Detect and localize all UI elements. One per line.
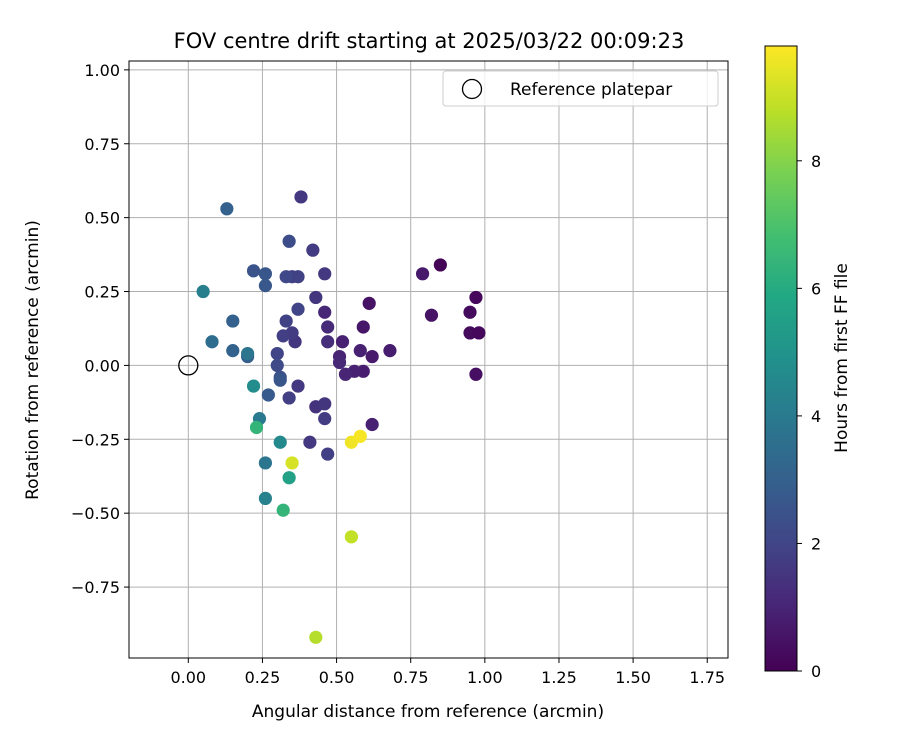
data-point <box>282 391 296 405</box>
data-point <box>279 314 293 328</box>
y-tick-label: 1.00 <box>84 61 120 80</box>
colorbar-tick-label: 8 <box>811 152 821 171</box>
data-point <box>282 471 296 485</box>
reference-platepar-marker <box>178 355 199 376</box>
data-point <box>344 530 359 544</box>
data-point <box>365 349 379 364</box>
x-tick-label: 1.00 <box>467 668 503 687</box>
data-point <box>365 417 379 432</box>
data-point <box>276 329 290 343</box>
data-point <box>356 320 370 334</box>
data-point <box>261 388 275 402</box>
data-point <box>338 367 353 381</box>
data-point <box>415 267 430 281</box>
data-point <box>220 202 234 216</box>
colorbar: 0 2 4 6 8 Hours from first FF file <box>764 45 852 681</box>
data-point <box>332 355 347 370</box>
y-tick-label: −0.75 <box>71 578 120 597</box>
x-axis-label: Angular distance from reference (arcmin) <box>252 702 604 722</box>
data-point <box>241 346 255 361</box>
data-point <box>306 243 320 257</box>
y-axis: −0.75 −0.50 −0.25 0.00 0.25 0.50 0.75 1.00 <box>71 61 129 597</box>
data-point <box>226 344 240 358</box>
data-point <box>321 320 335 334</box>
data-point <box>258 279 273 293</box>
data-point <box>318 267 332 281</box>
data-point <box>309 630 323 644</box>
colorbar-tick-label: 6 <box>811 279 821 298</box>
data-point <box>285 456 299 470</box>
legend-reference-marker <box>461 78 483 100</box>
data-point <box>279 270 293 284</box>
data-point <box>270 358 284 373</box>
x-tick-label: 0.50 <box>319 668 355 687</box>
colorbar-label: Hours from first FF file <box>832 263 852 453</box>
data-point <box>258 456 273 470</box>
data-point <box>270 346 284 361</box>
colorbar-tick-label: 4 <box>811 407 821 426</box>
data-point <box>294 190 308 204</box>
legend: Reference platepar <box>442 70 719 107</box>
colorbar-gradient <box>764 45 798 672</box>
data-point <box>196 284 210 299</box>
data-point <box>318 305 332 319</box>
data-point <box>472 326 486 340</box>
data-point <box>433 258 447 272</box>
colorbar-tick-label: 0 <box>811 662 821 681</box>
x-tick-label: 1.25 <box>541 668 577 687</box>
y-axis-label: Rotation from reference (arcmin) <box>23 220 43 500</box>
data-point <box>335 335 350 349</box>
grid <box>129 61 728 658</box>
data-point <box>291 270 305 284</box>
data-point <box>258 267 273 281</box>
data-point <box>291 302 305 316</box>
legend-label-reference: Reference platepar <box>510 80 672 100</box>
data-point <box>318 412 332 426</box>
x-tick-label: 0.25 <box>245 668 281 687</box>
legend-box <box>442 70 719 107</box>
data-point <box>291 379 305 393</box>
data-points <box>178 190 486 644</box>
data-point <box>309 290 323 305</box>
data-point <box>469 290 483 305</box>
data-point <box>249 420 264 435</box>
data-point <box>205 335 219 349</box>
colorbar-tick-label: 2 <box>811 534 821 553</box>
data-point <box>303 435 317 449</box>
plot-frame <box>128 60 729 659</box>
x-tick-label: 1.75 <box>689 668 725 687</box>
x-tick-label: 0.00 <box>170 668 206 687</box>
data-point <box>282 234 296 248</box>
data-point <box>321 447 335 461</box>
data-point <box>321 335 335 349</box>
y-tick-label: 0.75 <box>84 135 120 154</box>
y-tick-label: 0.00 <box>84 356 120 375</box>
y-tick-label: −0.50 <box>71 504 120 523</box>
data-point <box>246 264 261 278</box>
data-point <box>226 314 240 328</box>
data-point <box>353 429 367 443</box>
data-point <box>318 397 332 411</box>
x-tick-label: 0.75 <box>393 668 429 687</box>
x-axis: 0.00 0.25 0.50 0.75 1.00 1.25 1.50 1.75 <box>170 658 725 687</box>
data-point <box>424 308 439 322</box>
data-point <box>469 367 483 381</box>
x-tick-label: 1.50 <box>615 668 651 687</box>
chart-title: FOV centre drift starting at 2025/03/22 … <box>174 29 685 53</box>
data-point <box>246 379 261 393</box>
data-point <box>383 344 397 358</box>
data-point <box>258 491 273 506</box>
y-tick-label: 0.25 <box>84 283 120 302</box>
data-point <box>276 503 290 517</box>
data-point <box>273 373 287 387</box>
data-point <box>273 435 287 449</box>
colorbar-ticks: 0 2 4 6 8 <box>797 152 821 681</box>
y-tick-label: 0.50 <box>84 209 120 228</box>
data-point <box>463 305 477 319</box>
data-point <box>353 344 367 358</box>
y-tick-label: −0.25 <box>71 430 120 449</box>
data-point <box>362 296 376 310</box>
